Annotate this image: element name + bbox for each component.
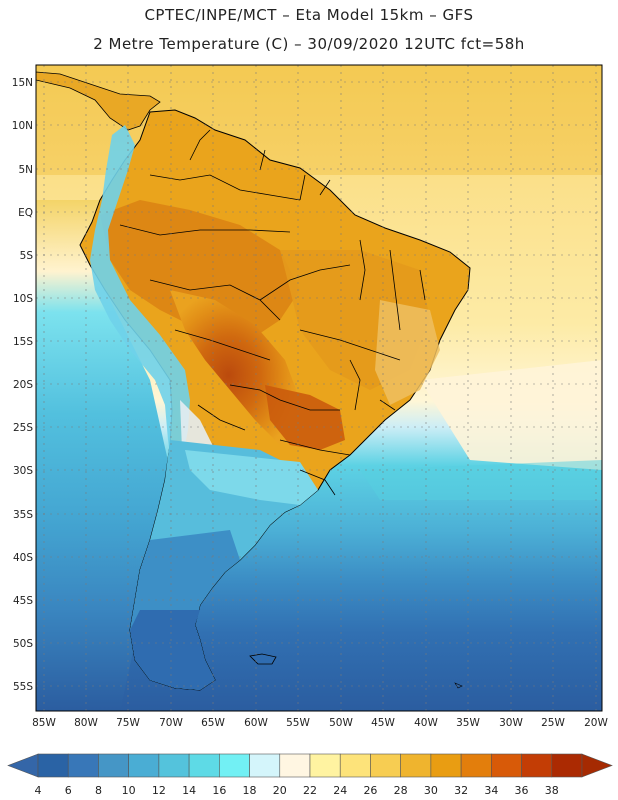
lon-label: 75W <box>116 717 140 729</box>
andes-cold-ridge <box>90 125 190 490</box>
colorbar-swatch <box>128 753 160 778</box>
colorbar-swatch <box>309 753 341 778</box>
colorbar-level-label: 34 <box>484 784 498 797</box>
map-field <box>36 65 602 711</box>
colorbar-level-label: 6 <box>65 784 72 797</box>
colorbar-swatch <box>188 753 220 778</box>
lon-label: 70W <box>159 717 183 729</box>
colorbar-level-label: 24 <box>333 784 347 797</box>
colorbar-level-label: 22 <box>303 784 317 797</box>
graticule <box>36 65 602 711</box>
colorbar-under-arrow <box>7 753 39 778</box>
colorbar-level-label: 16 <box>212 784 226 797</box>
lat-label: 5S <box>20 250 34 262</box>
color-scale-bar: 4 6 8 10 12 14 16 18 20 22 24 26 28 30 32 34 36 38 <box>7 753 613 797</box>
lat-label: 15N <box>12 77 33 89</box>
lon-label: 60W <box>244 717 268 729</box>
map-title-line-2: 2 Metre Temperature (C) – 30/09/2020 12U… <box>93 35 525 53</box>
colorbar-swatch <box>400 753 432 778</box>
lat-label: EQ <box>18 207 33 219</box>
lon-label: 20W <box>584 717 608 729</box>
lat-label: 25S <box>13 422 33 434</box>
lon-label: 55W <box>286 717 310 729</box>
lon-label: 80W <box>74 717 98 729</box>
falkland-islands <box>249 653 277 665</box>
colorbar-swatch <box>460 753 492 778</box>
colorbar-swatch <box>339 753 371 778</box>
lon-label: 45W <box>371 717 395 729</box>
colorbar-swatch <box>491 753 522 778</box>
colorbar-level-label: 28 <box>394 784 408 797</box>
lon-label: 40W <box>414 717 438 729</box>
colorbar-swatch <box>551 753 583 778</box>
lat-label: 50S <box>13 638 33 650</box>
colorbar-swatch <box>98 753 129 778</box>
colorbar-level-label: 36 <box>515 784 529 797</box>
lat-label: 20S <box>13 379 33 391</box>
colorbar-level-label: 8 <box>95 784 102 797</box>
lon-label: 85W <box>32 717 56 729</box>
lat-label: 15S <box>13 336 33 348</box>
central-america-land <box>36 71 161 131</box>
colorbar-over-arrow <box>581 753 613 778</box>
lat-label: 45S <box>13 595 33 607</box>
lat-label: 30S <box>13 465 33 477</box>
colorbar-swatch <box>219 753 250 778</box>
lon-label: 30W <box>499 717 523 729</box>
colorbar-level-label: 38 <box>545 784 559 797</box>
colorbar-level-label: 18 <box>243 784 257 797</box>
lon-label: 50W <box>329 717 353 729</box>
amazon-hot-zone <box>100 200 300 340</box>
lon-label: 65W <box>201 717 225 729</box>
colorbar-swatch <box>249 753 281 778</box>
colorbar-swatch <box>279 753 311 778</box>
colorbar-level-label: 12 <box>152 784 166 797</box>
map-title-line-1: CPTEC/INPE/MCT – Eta Model 15km – GFS <box>144 6 474 24</box>
lon-label: 35W <box>456 717 480 729</box>
colorbar-level-label: 14 <box>182 784 196 797</box>
country-borders <box>119 129 426 496</box>
colorbar-level-label: 4 <box>35 784 42 797</box>
lat-label: 55S <box>13 681 33 693</box>
colorbar-level-label: 20 <box>273 784 287 797</box>
colorbar-swatch <box>430 753 462 778</box>
colorbar-level-label: 30 <box>424 784 438 797</box>
colorbar-level-label: 26 <box>363 784 377 797</box>
pacific-ocean-field <box>36 200 170 711</box>
longitude-labels: 85W 80W 75W 70W 65W 60W 55W 50W 45W 40W … <box>32 717 608 729</box>
colorbar-swatch <box>67 753 99 778</box>
colorbar-swatch <box>521 753 553 778</box>
latitude-labels: 15N 10N 5N EQ 5S 10S 15S 20S 25S 30S 35S… <box>12 77 34 693</box>
colorbar-swatch <box>37 753 69 778</box>
colorbar-swatch <box>370 753 401 778</box>
lat-label: 35S <box>13 509 33 521</box>
chaco-hottest-zone <box>170 290 300 445</box>
lat-label: 10S <box>13 293 33 305</box>
lat-label: 40S <box>13 552 33 564</box>
colorbar-level-label: 10 <box>122 784 136 797</box>
map-frame <box>35 64 603 712</box>
colorbar-level-label: 32 <box>454 784 468 797</box>
lat-label: 5N <box>18 164 33 176</box>
lon-label: 25W <box>541 717 565 729</box>
colorbar-swatch <box>158 753 190 778</box>
lat-label: 10N <box>12 120 33 132</box>
